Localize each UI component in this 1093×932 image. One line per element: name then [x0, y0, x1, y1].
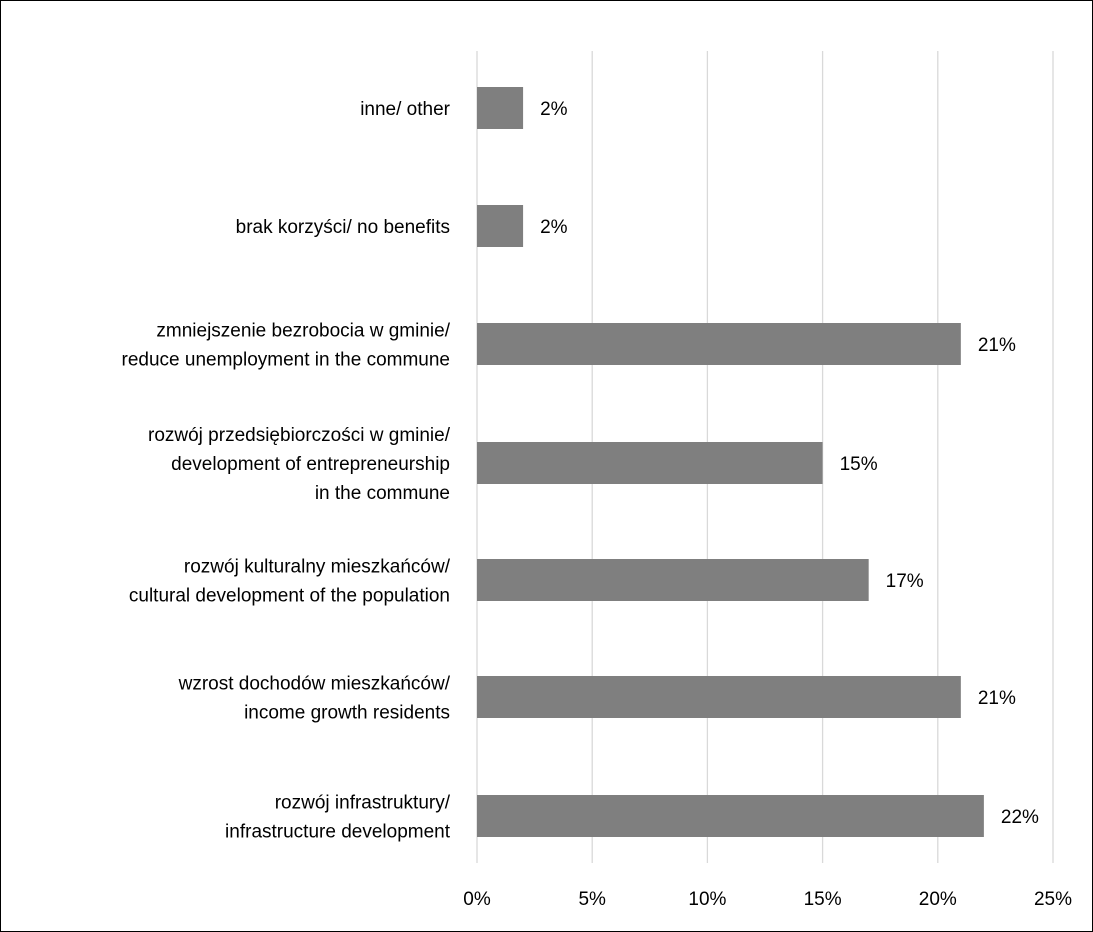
bars	[477, 87, 984, 837]
data-label: 2%	[540, 217, 568, 238]
category-label-line: rozwój przedsiębiorczości w gminie/	[148, 425, 451, 446]
x-tick-label: 20%	[919, 889, 957, 910]
category-label-line: in the commune	[315, 483, 450, 504]
category-label-line: wzrost dochodów mieszkańców/	[178, 674, 451, 695]
bar	[477, 795, 984, 837]
bar	[477, 87, 524, 129]
category-label-line: reduce unemployment in the commune	[122, 350, 450, 371]
data-label: 21%	[978, 688, 1016, 709]
x-axis-tick-labels: 0% 5% 10% 15% 20% 25%	[463, 889, 1072, 910]
category-label: inne/ other	[360, 99, 450, 120]
category-label: rozwój kulturalny mieszkańców/cultural d…	[129, 557, 451, 607]
bar	[477, 559, 869, 601]
data-label: 17%	[886, 571, 924, 592]
category-label: rozwój przedsiębiorczości w gminie/devel…	[148, 425, 451, 504]
category-label-line: brak korzyści/ no benefits	[236, 217, 450, 238]
bar	[477, 676, 961, 718]
data-label: 2%	[540, 99, 568, 120]
category-label: wzrost dochodów mieszkańców/income growt…	[178, 674, 451, 724]
category-labels: inne/ other brak korzyści/ no benefits zmn…	[122, 99, 451, 843]
category-label-line: development of entrepreneurship	[171, 454, 450, 475]
x-tick-label: 25%	[1034, 889, 1072, 910]
category-label: brak korzyści/ no benefits	[236, 217, 450, 238]
category-label: rozwój infrastruktury/infrastructure dev…	[225, 793, 451, 843]
data-label: 22%	[1001, 807, 1039, 828]
category-label: zmniejszenie bezrobocia w gminie/reduce …	[122, 321, 451, 371]
data-labels: 2% 2% 21% 15% 17% 21% 22%	[540, 99, 1039, 828]
category-label-line: income growth residents	[244, 703, 450, 724]
x-tick-label: 10%	[688, 889, 726, 910]
bar	[477, 205, 524, 247]
data-label: 15%	[840, 454, 878, 475]
category-label-line: infrastructure development	[225, 822, 451, 843]
x-tick-label: 5%	[578, 889, 606, 910]
x-tick-label: 0%	[463, 889, 491, 910]
category-label-line: rozwój infrastruktury/	[275, 793, 451, 814]
bar	[477, 442, 823, 484]
category-label-line: cultural development of the population	[129, 586, 450, 607]
x-tick-label: 15%	[804, 889, 842, 910]
bar	[477, 323, 961, 365]
category-label-line: zmniejszenie bezrobocia w gminie/	[156, 321, 450, 342]
category-label-line: inne/ other	[360, 99, 450, 120]
category-label-line: rozwój kulturalny mieszkańców/	[184, 557, 451, 578]
data-label: 21%	[978, 335, 1016, 356]
